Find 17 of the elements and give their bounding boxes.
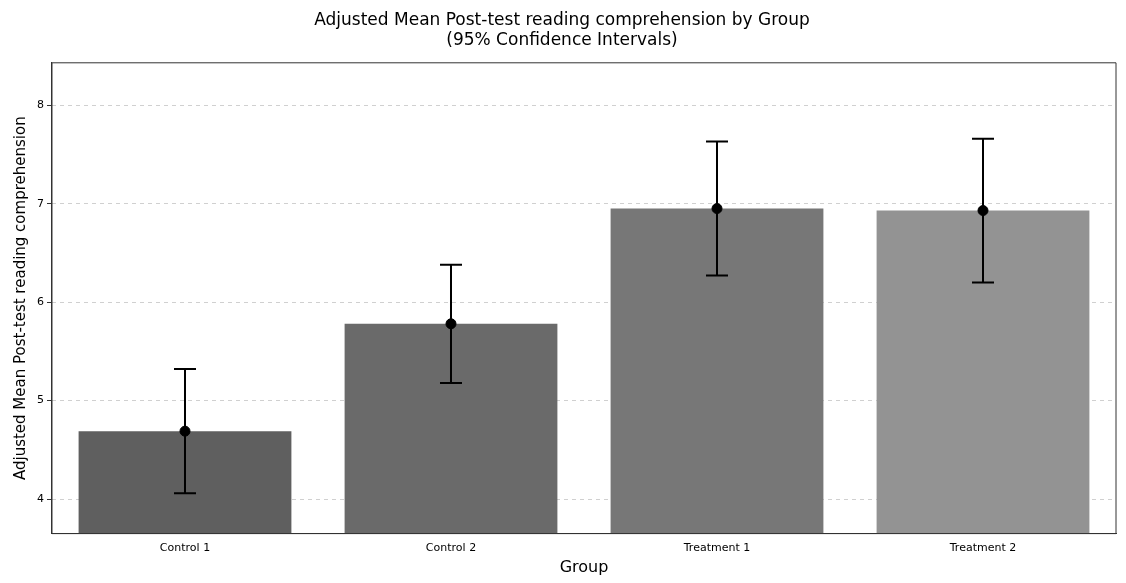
x-tick-label: Control 2 [425,541,477,555]
y-axis-title: Adjusted Mean Post-test reading comprehension [10,116,29,481]
x-tick-label: Treatment 1 [682,541,751,555]
x-tick-label: Treatment 2 [948,541,1017,555]
y-tick-label: 5 [37,393,44,407]
point [179,425,191,437]
x-tick-label: Control 1 [159,541,211,555]
x-axis-title: Group [559,556,609,576]
y-tick-label: 8 [37,98,44,112]
y-tick-label: 7 [37,196,44,210]
chart-subtitle: (95% Confidence Intervals) [446,29,678,50]
point [977,205,989,217]
chart-title: Adjusted Mean Post-test reading comprehension by Group [314,8,810,29]
point [711,203,723,215]
y-tick-label: 6 [37,295,44,308]
y-tick-label: 4 [37,491,44,505]
point [445,318,457,330]
